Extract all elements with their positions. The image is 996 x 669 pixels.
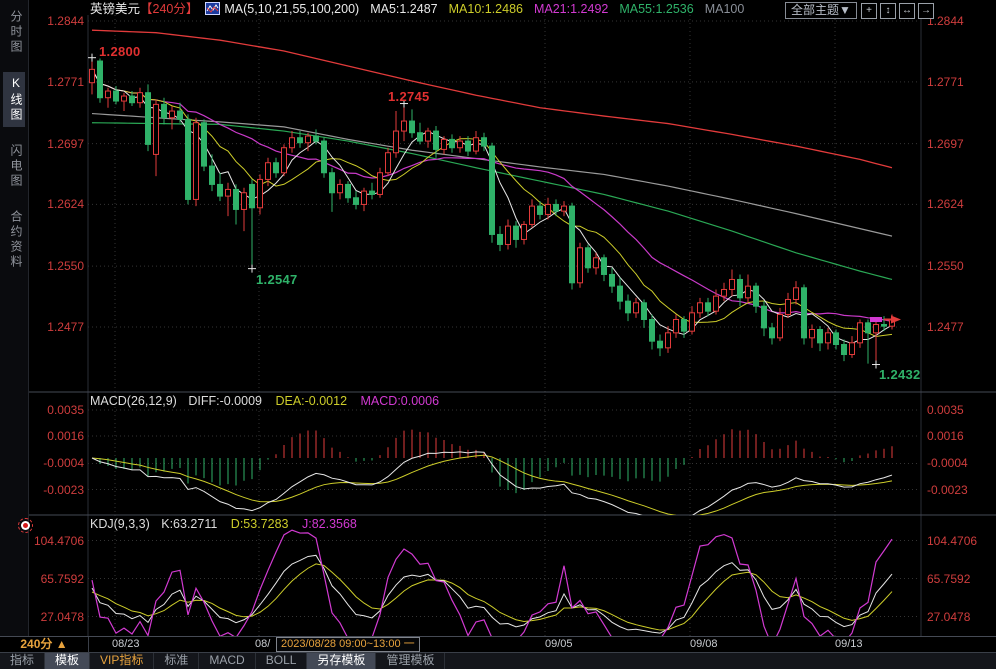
record-icon-ring bbox=[21, 521, 30, 530]
candlestick-series bbox=[89, 57, 895, 365]
period-title: 【240分】 bbox=[140, 2, 199, 16]
symbol-title: 英镑美元 bbox=[90, 2, 141, 16]
x-axis-date-label: 08/23 bbox=[112, 638, 140, 650]
ma-value-label: MA21:1.2492 bbox=[533, 2, 609, 16]
sidebar-item-kline-chart[interactable]: K线图 bbox=[3, 72, 25, 127]
sidebar-item-contract-info[interactable]: 合约资料 bbox=[9, 210, 23, 270]
grid bbox=[28, 15, 996, 636]
kdj-k-value: K:63.2711 bbox=[161, 517, 218, 531]
tab-standard[interactable]: 标准 bbox=[154, 653, 200, 669]
move-icon[interactable]: + bbox=[861, 3, 877, 19]
annotation-markers bbox=[88, 53, 901, 369]
macd-panel bbox=[91, 429, 893, 515]
kdj-j-value: J:82.3568 bbox=[301, 517, 357, 531]
x-axis-date-label: 09/08 bbox=[690, 638, 718, 650]
macd-dea-value: DEA:-0.0012 bbox=[275, 394, 348, 408]
tab-vip-indicator[interactable]: VIP指标 bbox=[90, 653, 155, 669]
x-axis-date-label: 09/13 bbox=[835, 638, 863, 650]
tab-boll[interactable]: BOLL bbox=[256, 653, 308, 669]
tab-save-template[interactable]: 另存模板 bbox=[307, 653, 377, 669]
chart-title-bar: 英镑美元【240分】 MA(5,10,21,55,100,200) MA5:1.24… bbox=[90, 1, 744, 18]
ma-value-label: MA10:1.2486 bbox=[448, 2, 523, 16]
record-indicator-icon[interactable] bbox=[18, 518, 33, 533]
tab-template[interactable]: 模板 bbox=[45, 653, 91, 669]
sidebar-item-time-chart[interactable]: 分时图 bbox=[9, 10, 23, 55]
period-selector[interactable]: 240分 ▲ bbox=[0, 637, 89, 652]
scale-vertical-icon[interactable]: ↕ bbox=[880, 3, 896, 19]
ma-value-label: MA100 bbox=[704, 2, 745, 16]
pan-right-icon[interactable]: → bbox=[918, 3, 934, 19]
kdj-panel bbox=[91, 529, 893, 636]
macd-macd-value: MACD:0.0006 bbox=[360, 394, 440, 408]
macd-diff-value: DIFF:-0.0009 bbox=[188, 394, 262, 408]
macd-header: MACD(26,12,9) DIFF:-0.0009 DEA:-0.0012 M… bbox=[90, 394, 439, 408]
kdj-header: KDJ(9,3,3) K:63.2711 D:53.7283 J:82.3568 bbox=[90, 517, 357, 531]
ma-value-label: MA55:1.2536 bbox=[619, 2, 694, 16]
candle-time-tooltip: 2023/08/28 09:00~13:00 一 bbox=[276, 637, 420, 652]
chart-tool-buttons: + ↕ ↔ → bbox=[861, 3, 934, 19]
scale-horizontal-icon[interactable]: ↔ bbox=[899, 3, 915, 19]
theme-dropdown-button[interactable]: 全部主题▼ bbox=[785, 2, 857, 19]
ma-settings-label: MA(5,10,21,55,100,200) bbox=[224, 2, 360, 16]
kdj-title: KDJ(9,3,3) bbox=[90, 517, 150, 531]
time-axis-bar: 240分 ▲ 08/23 08/09/05 09/08 09/13 2023/08/2… bbox=[0, 636, 996, 652]
x-axis-date-label: 08/ bbox=[255, 638, 271, 650]
chart-type-sidebar: 分时图 K线图闪电图合约资料 bbox=[0, 0, 29, 637]
indicator-tab-bar: 指标 模板 VIP指标 标准 MACD BOLL 另存模板 管理模板 bbox=[0, 652, 996, 669]
record-icon-dot bbox=[23, 523, 28, 528]
ma-value-label: MA5:1.2487 bbox=[370, 2, 438, 16]
tab-indicator[interactable]: 指标 bbox=[0, 653, 46, 669]
tab-manage-template[interactable]: 管理模板 bbox=[376, 653, 446, 669]
x-axis-date-label: 09/05 bbox=[545, 638, 573, 650]
tab-macd[interactable]: MACD bbox=[199, 653, 256, 669]
kdj-d-value: D:53.7283 bbox=[230, 517, 289, 531]
chart-canvas[interactable] bbox=[0, 0, 996, 637]
kline-chart-icon bbox=[205, 2, 221, 20]
sidebar-item-flash-chart[interactable]: 闪电图 bbox=[9, 144, 23, 189]
macd-title: MACD(26,12,9) bbox=[90, 394, 177, 408]
ma-values: MA5:1.2487 MA10:1.2486 MA21:1.2492 MA55:1.2… bbox=[359, 2, 744, 16]
